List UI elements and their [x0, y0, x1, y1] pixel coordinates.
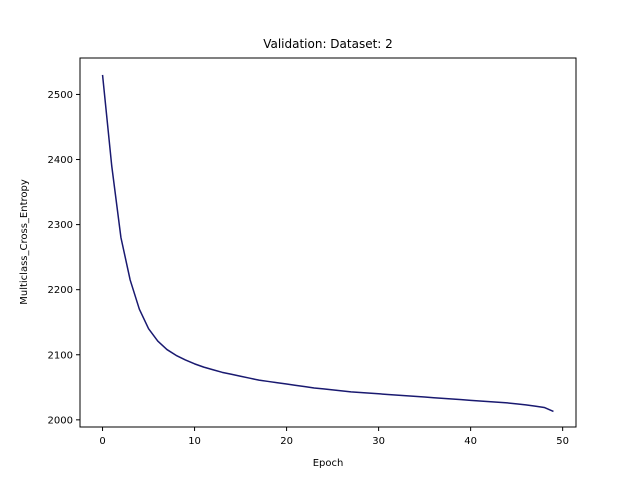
x-tick-label: 40 [464, 436, 477, 447]
y-tick-label: 2000 [48, 415, 73, 426]
x-tick-label: 50 [556, 436, 569, 447]
x-axis: 0 10 20 30 40 50 [99, 427, 569, 447]
x-tick-label: 30 [372, 436, 385, 447]
y-tick-label: 2300 [48, 220, 73, 231]
y-tick-label: 2400 [48, 155, 73, 166]
y-tick-label: 2100 [48, 350, 73, 361]
x-tick-label: 0 [99, 436, 105, 447]
y-axis-label: Multiclass_Cross_Entropy [19, 179, 30, 305]
plot-frame [79, 57, 577, 428]
plot-area [101, 74, 554, 413]
x-tick-label: 10 [188, 436, 201, 447]
x-axis-label: Epoch [313, 458, 344, 469]
y-tick-label: 2200 [48, 285, 73, 296]
y-axis: 2000 2100 2200 2300 2400 2500 [48, 90, 80, 426]
x-tick-label: 20 [280, 436, 293, 447]
series-line [101, 74, 554, 413]
y-tick-label: 2500 [48, 90, 73, 101]
chart-title: Validation: Dataset: 2 [263, 37, 393, 51]
